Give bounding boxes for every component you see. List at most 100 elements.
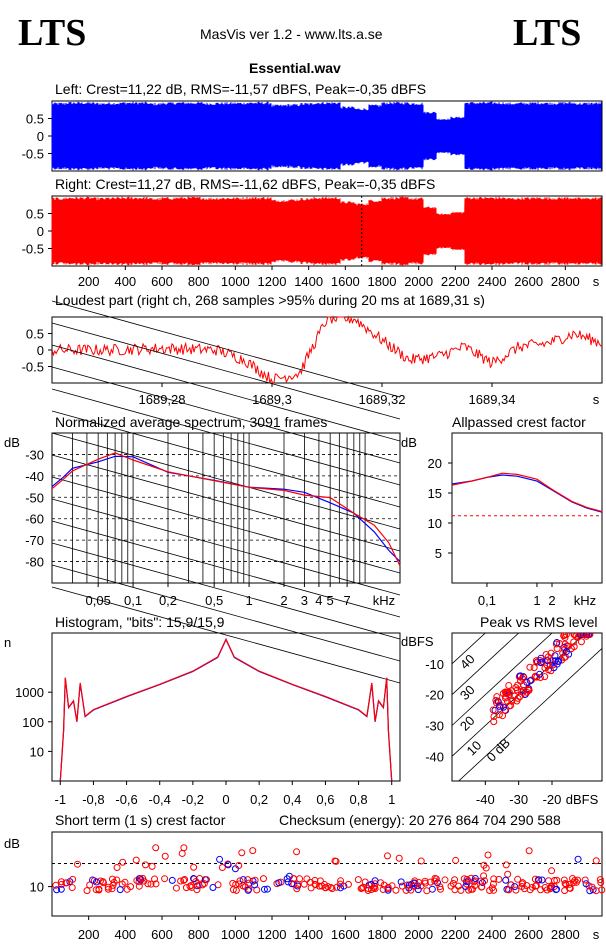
short-term-point — [432, 875, 440, 883]
short-term-point — [187, 881, 195, 889]
lts-logo-right: LTS — [513, 12, 582, 54]
short-term-point — [135, 882, 143, 890]
short-term-point — [490, 875, 498, 883]
short-term-point — [512, 886, 520, 894]
peak-rms-point — [535, 670, 543, 678]
short-term-point — [327, 884, 335, 892]
short-term-point — [552, 886, 560, 894]
short-term-point — [178, 849, 186, 857]
short-term-point — [462, 882, 470, 890]
short-term-xtick-label: 1200 — [258, 927, 287, 942]
short-term-point — [74, 860, 82, 868]
short-term-point — [470, 878, 478, 886]
peak-rms-point — [577, 638, 585, 646]
peak-rms-point — [518, 674, 526, 682]
short-term-xtick-label: 1800 — [368, 927, 397, 942]
short-term-point — [311, 876, 319, 884]
peak-rms-point — [499, 712, 507, 720]
short-term-point — [471, 874, 479, 882]
short-term-title: Short term (1 s) crest factor — [55, 812, 226, 828]
short-term-point — [104, 885, 112, 893]
short-term-point — [511, 883, 519, 891]
time-xtick-label: 800 — [188, 274, 210, 289]
short-term-point — [263, 885, 271, 893]
short-term-point — [436, 883, 444, 891]
short-term-point — [410, 882, 418, 890]
peak-rms-diagonal-label: 10 — [464, 738, 485, 759]
short-term-point — [411, 877, 419, 885]
peak-rms-point — [561, 633, 569, 639]
spectrum-slope-line — [51, 498, 401, 596]
peak-rms-point — [503, 690, 511, 698]
short-term-point — [574, 855, 582, 863]
peak-rms-point — [561, 634, 569, 642]
short-term-point — [532, 882, 540, 890]
short-term-point — [249, 847, 257, 855]
short-term-point — [596, 876, 604, 884]
short-term-point — [202, 876, 210, 884]
short-term-point — [284, 878, 292, 886]
peak-rms-point — [493, 693, 501, 701]
peak-rms-diagonal — [452, 633, 553, 726]
peak-rms-point — [547, 657, 555, 665]
short-term-point — [245, 885, 253, 893]
time-xtick-label: 2400 — [478, 274, 507, 289]
short-term-point — [388, 882, 396, 890]
spectrum-slope-line — [51, 388, 401, 486]
short-term-point — [209, 883, 217, 891]
spectrum-xtick-label: 0,05 — [86, 593, 111, 608]
short-term-point — [123, 885, 131, 893]
short-term-xtick-label: 1400 — [294, 927, 323, 942]
short-term-point — [560, 876, 568, 884]
short-term-point — [251, 881, 259, 889]
time-xtick-label: 1000 — [221, 274, 250, 289]
peak-rms-point — [508, 696, 516, 704]
time-xtick-label: 1600 — [331, 274, 360, 289]
peak-rms-xtick-label: -20 — [543, 792, 562, 807]
loudest-xtick-label: 1689,32 — [359, 392, 406, 407]
short-term-point — [318, 882, 326, 890]
spectrum-ytick-label: -50 — [25, 490, 44, 505]
peak-rms-point — [530, 664, 538, 672]
short-term-point — [190, 863, 198, 871]
short-term-point — [108, 885, 116, 893]
short-term-point — [548, 882, 556, 890]
short-term-point — [588, 883, 596, 891]
time-xtick-label: 2800 — [551, 274, 580, 289]
short-term-point — [392, 886, 400, 894]
short-term-point — [504, 886, 512, 894]
loudest-ytick-label: 0 — [37, 343, 44, 358]
loudest-ytick-label: 0.5 — [26, 327, 44, 342]
peak-rms-point — [505, 681, 513, 689]
peak-rms-point — [533, 658, 541, 666]
crest-ytick-label: 20 — [428, 456, 442, 471]
short-term-point — [198, 881, 206, 889]
short-term-point — [535, 876, 543, 884]
short-term-ytick-label: 10 — [30, 880, 44, 895]
short-term-point — [380, 881, 388, 889]
short-term-point — [384, 883, 392, 891]
file-name: Essential.wav — [249, 60, 341, 76]
short-term-point — [140, 877, 148, 885]
histogram-xtick-label: 0,8 — [350, 792, 368, 807]
loudest-title: Loudest part (right ch, 268 samples >95%… — [55, 292, 485, 308]
histogram-ytick-label: 10 — [30, 744, 44, 759]
short-term-point — [57, 885, 65, 893]
spectrum-ytick-label: -80 — [25, 555, 44, 570]
short-term-point — [195, 881, 203, 889]
short-term-point — [518, 882, 526, 890]
crest-frame — [451, 432, 603, 584]
short-term-frame — [51, 831, 603, 917]
short-term-xtick-label: 2600 — [514, 927, 543, 942]
short-term-point — [471, 882, 479, 890]
short-term-point — [328, 885, 336, 893]
short-term-point — [502, 876, 510, 884]
short-term-point — [132, 856, 140, 864]
peak-rms-point — [560, 633, 568, 640]
short-term-point — [239, 882, 247, 890]
spectrum-slope-line — [51, 432, 401, 530]
peak-rms-point — [550, 664, 558, 672]
short-term-point — [83, 887, 91, 895]
short-term-point — [53, 886, 61, 894]
peak-rms-xtick-label: -40 — [476, 792, 495, 807]
